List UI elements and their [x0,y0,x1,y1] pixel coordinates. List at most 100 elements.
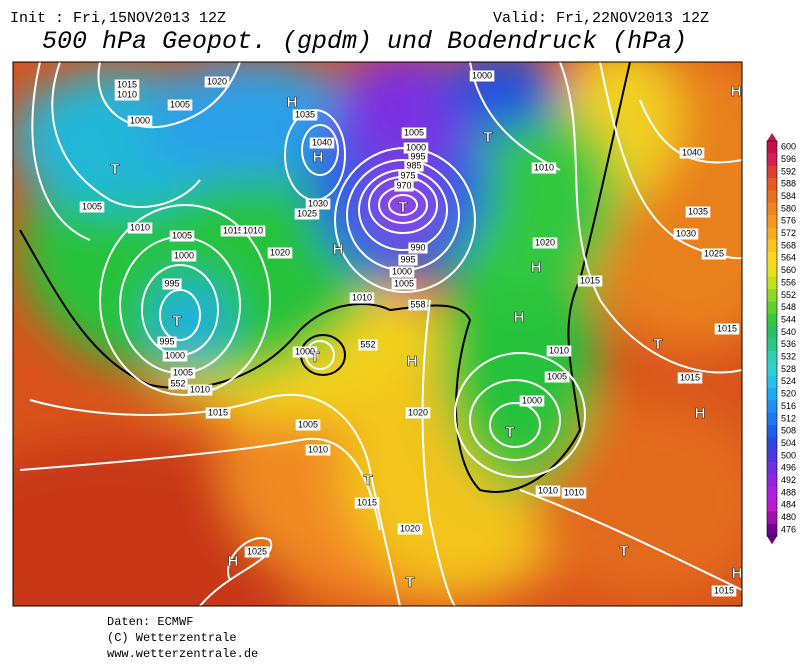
isobar-label: 1000 [522,395,542,405]
colorbar-label: 508 [781,426,796,436]
colorbar-label: 560 [781,265,796,275]
isobar-label: 1005 [298,419,318,429]
colorbar-segment [767,412,777,426]
isobar-label-box [170,367,196,379]
colorbar-segment [767,326,777,339]
colorbar-label: 496 [781,463,796,473]
isobar-label-box [714,323,740,335]
isobar-label-box [391,278,417,290]
isobar-label: 1025 [247,546,267,556]
source: Daten: ECMWF [107,615,193,629]
isobar-label-box [127,115,153,127]
pressure-center: H [228,553,239,570]
map-frame [12,61,743,607]
isobar-label: 1030 [308,198,328,208]
pressure-center: T [483,129,492,146]
colorbar-label: 480 [781,512,796,522]
colorbar-segment [767,165,777,179]
isobar-label: 1015 [223,225,243,235]
colorbar-label: 548 [781,302,796,312]
isobar-label-box [295,419,321,431]
colorbar-label: 484 [781,500,796,510]
isobar-label-box [519,395,545,407]
isobar-label-box [169,230,195,242]
isobar-label-box [677,372,703,384]
isobar-label: 1000 [165,350,185,360]
isobar-label-box [187,384,213,396]
isobar-label: 1035 [295,109,315,119]
pressure-center: H [407,353,418,370]
isobar-label: 995 [410,151,425,161]
colorbar-label: 588 [781,179,796,189]
isobar-label: 1010 [534,162,554,172]
pressure-center: T [619,543,628,560]
colorbar-label: 500 [781,450,796,460]
isobar-label: 1035 [688,206,708,216]
isobar-label: 1025 [297,208,317,218]
isobar-label-box [267,247,293,259]
init-time: Init : Fri,15NOV2013 12Z [10,10,226,27]
map-field [13,62,742,606]
isobar-label: 1005 [172,230,192,240]
isobar-label-box [531,162,557,174]
isobar-label: 1010 [243,225,263,235]
colorbar-segment [767,215,777,228]
pressure-center: T [505,424,514,441]
isobar-label: 1005 [170,99,190,109]
isobar-label: 1015 [580,275,600,285]
map-title: 500 hPa Geopot. (gpdm) und Bodendruck (h… [42,27,687,56]
colorbar-label: 576 [781,216,796,226]
isobar-label-box [577,275,603,287]
isobar-label-box [701,248,727,260]
pressure-center: H [731,83,742,100]
colorbar-label: 556 [781,277,796,287]
isobar-label: 1000 [130,115,150,125]
isobar-label-box [127,222,153,234]
colorbar-segment [767,141,777,154]
isobar-label-box [171,250,197,262]
isobar-label-box [401,127,427,139]
isobar-label-box [408,151,428,163]
isobar-label: 1010 [352,292,372,302]
colorbar-segment [767,437,777,451]
colorbar-segment [767,190,777,204]
isobar-label: 1040 [682,147,702,157]
isobar-label: 1005 [547,371,567,381]
colorbar-segment [767,202,777,216]
isobar-label-box [535,485,561,497]
isobar-label: 990 [410,242,425,252]
isobar-label: 1000 [472,70,492,80]
isobar-label-box [244,546,270,558]
colorbar-label: 488 [781,487,796,497]
isobar-label: 995 [159,336,174,346]
pressure-center: T [653,336,662,353]
pressure-center: T [110,161,119,178]
url: www.wetterzentrale.de [107,647,258,661]
isobar-label-box [397,523,423,535]
isobar-label: 995 [400,254,415,264]
colorbar-label: 540 [781,327,796,337]
isobar-label-box [389,266,415,278]
colorbar-segment [767,313,777,327]
isobar-label-box [408,299,428,311]
isobar-label-box [354,497,380,509]
isobar-label: 1015 [680,372,700,382]
pressure-center: H [287,94,298,111]
isobar-label-box [167,99,193,111]
isobar-label: 1010 [538,485,558,495]
isobar-label: 1000 [174,250,194,260]
isobar-label-box [561,487,587,499]
isobar-label-box [405,407,431,419]
isobar-label: 558 [410,299,425,309]
isobar-label: 1005 [173,367,193,377]
isobar-label-box [114,79,140,91]
isobar-label-box [404,160,424,172]
colorbar-label: 512 [781,413,796,423]
isobar-label-box [240,225,266,237]
isobar-label: 1020 [207,76,227,86]
isobar-label-box [220,225,246,237]
isobar-label-box [469,70,495,82]
colorbar-segment [767,252,777,265]
colorbar-label: 564 [781,253,796,263]
